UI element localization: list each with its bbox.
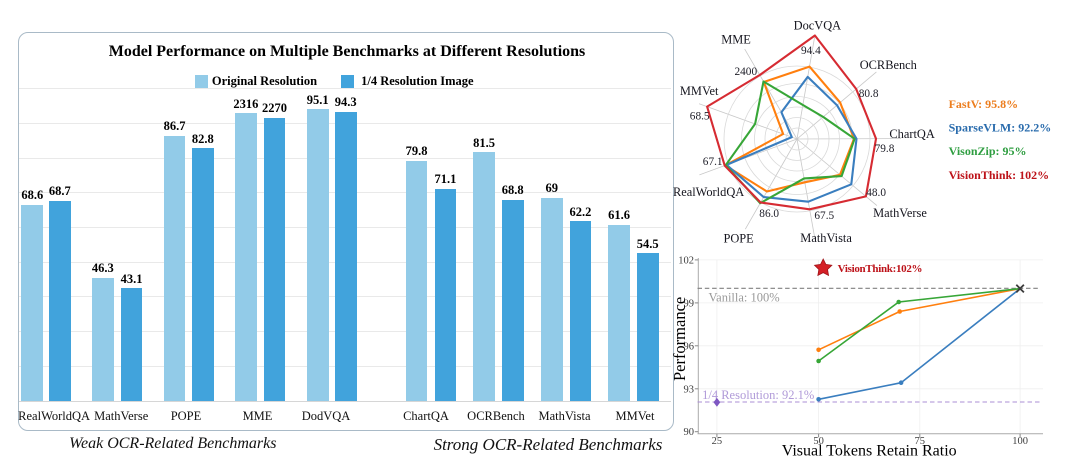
svg-text:DocVQA: DocVQA: [794, 19, 842, 33]
svg-text:Vanilla: 100%: Vanilla: 100%: [709, 291, 780, 305]
svg-text:ChartQA: ChartQA: [889, 127, 934, 141]
svg-text:2400: 2400: [735, 66, 758, 78]
svg-text:102: 102: [678, 255, 694, 266]
svg-text:68.5: 68.5: [690, 110, 710, 122]
svg-text:SparseVLM: 92.2%: SparseVLM: 92.2%: [949, 121, 1052, 135]
svg-text:FastV: 95.8%: FastV: 95.8%: [949, 97, 1019, 111]
svg-text:96: 96: [684, 341, 695, 352]
svg-text:Visual Tokens Retain Ratio: Visual Tokens Retain Ratio: [782, 442, 957, 459]
svg-text:67.1: 67.1: [703, 156, 723, 168]
svg-text:79.8: 79.8: [875, 143, 895, 155]
svg-text:86.0: 86.0: [759, 208, 779, 220]
svg-text:MME: MME: [721, 33, 751, 47]
svg-text:Performance: Performance: [670, 297, 689, 381]
svg-text:80.8: 80.8: [859, 88, 879, 100]
svg-text:RealWorldQA: RealWorldQA: [673, 185, 744, 199]
svg-text:48.0: 48.0: [866, 187, 886, 199]
svg-text:POPE: POPE: [723, 231, 753, 245]
svg-text:50: 50: [813, 436, 824, 447]
svg-text:75: 75: [915, 436, 926, 447]
svg-text:67.5: 67.5: [814, 210, 834, 222]
svg-text:VisionThink: 102%: VisionThink: 102%: [949, 168, 1050, 182]
svg-text:MathVerse: MathVerse: [873, 206, 927, 220]
svg-text:93: 93: [684, 384, 695, 395]
svg-text:100: 100: [1012, 436, 1028, 447]
svg-text:1/4 Resolution: 92.1%: 1/4 Resolution: 92.1%: [702, 388, 814, 402]
svg-text:MMVet: MMVet: [680, 84, 719, 98]
svg-text:OCRBench: OCRBench: [860, 58, 918, 72]
svg-text:25: 25: [712, 436, 723, 447]
svg-text:94.4: 94.4: [801, 45, 821, 57]
svg-text:VisonZip: 95%: VisonZip: 95%: [949, 144, 1027, 158]
svg-text:VisionThink:102%: VisionThink:102%: [838, 263, 923, 275]
svg-text:90: 90: [684, 427, 695, 438]
svg-text:MathVista: MathVista: [800, 231, 852, 245]
svg-text:99: 99: [684, 298, 695, 309]
